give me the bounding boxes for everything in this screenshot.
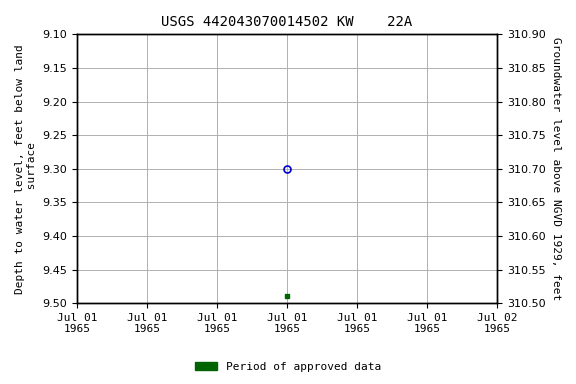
Title: USGS 442043070014502 KW    22A: USGS 442043070014502 KW 22A <box>161 15 412 29</box>
Y-axis label: Groundwater level above NGVD 1929, feet: Groundwater level above NGVD 1929, feet <box>551 37 561 300</box>
Y-axis label: Depth to water level, feet below land
 surface: Depth to water level, feet below land su… <box>15 44 37 294</box>
Legend: Period of approved data: Period of approved data <box>191 358 385 377</box>
